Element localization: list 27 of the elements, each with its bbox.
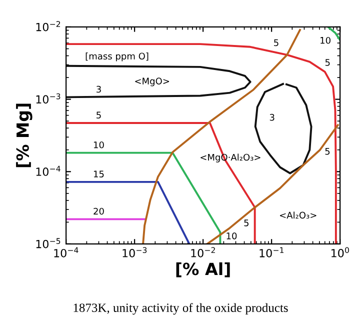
y-axis-title: [% Mg] <box>16 104 32 168</box>
x-tick-label: 10$^{−3}$ <box>122 247 147 258</box>
annotation: <Al₂O₃> <box>280 212 316 219</box>
annotation: 10 <box>320 36 330 44</box>
annotation: <MgO> <box>135 78 170 86</box>
annotation: 15 <box>94 170 104 178</box>
x-tick-label: 10$^{−4}$ <box>54 247 78 258</box>
y-tick-label: 10$^{−5}$ <box>36 238 60 248</box>
y-tick-label: 10$^{−2}$ <box>36 21 60 32</box>
annotation: 20 <box>94 208 104 215</box>
annotation: 5 <box>244 220 248 226</box>
y-tick-label: 10$^{−4}$ <box>36 166 60 176</box>
annotation: 3 <box>96 86 101 93</box>
annotation: 5 <box>96 112 101 118</box>
annotation: 3 <box>270 114 274 121</box>
annotation: 5 <box>325 59 330 66</box>
annotation: 5 <box>274 39 278 46</box>
annotation: 10 <box>226 232 237 240</box>
x-tick-label: 10$^{−1}$ <box>260 247 284 258</box>
annotation: 5 <box>325 148 330 155</box>
annotation: [mass ppm O] <box>86 52 148 62</box>
y-tick-label: 10$^{−3}$ <box>36 93 60 104</box>
x-tick-label: 10$^{−2}$ <box>191 247 215 258</box>
x-axis-title: [% Al] <box>176 262 230 278</box>
x-tick-label: 10$^{0}$ <box>332 247 349 258</box>
annotation: 10 <box>94 141 104 148</box>
text: 1873K, unity activity of the oxide products <box>74 303 288 315</box>
